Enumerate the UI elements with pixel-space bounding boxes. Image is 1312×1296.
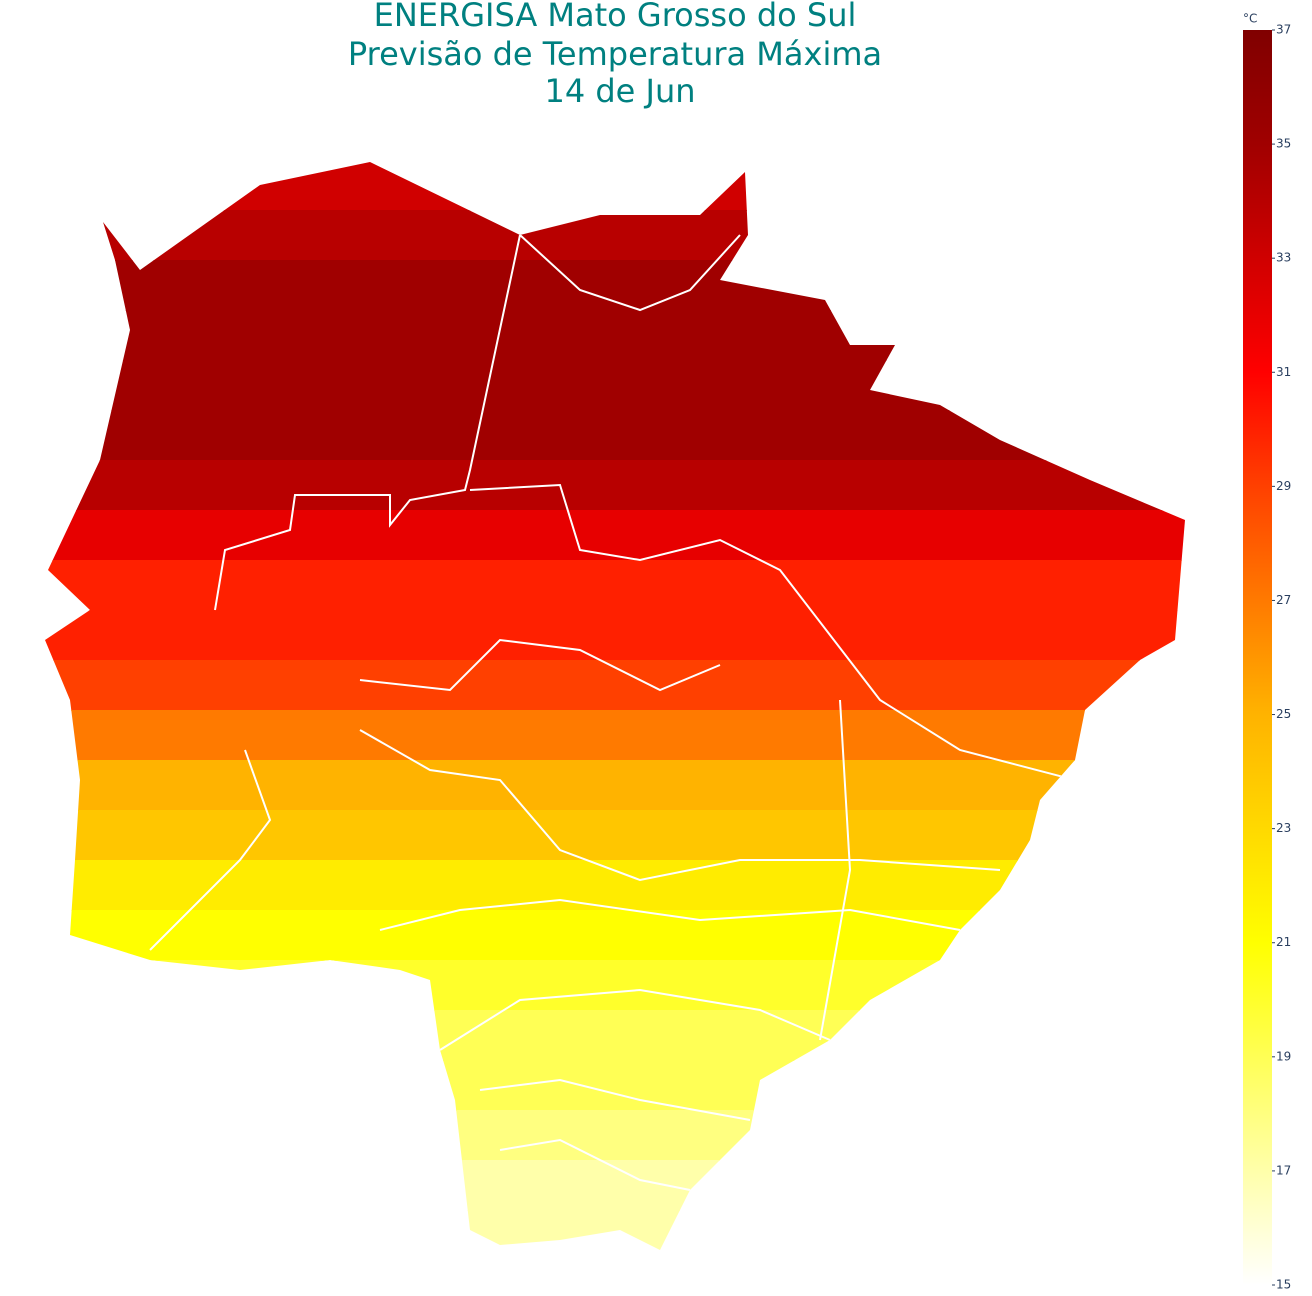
temperature-band: [45, 360, 1185, 411]
title-line: 14 de Jun: [544, 72, 695, 110]
temperature-band: [45, 810, 1185, 861]
municipal-borders: [149, 234, 1076, 1191]
temperature-band: [45, 210, 1185, 261]
colorbar-tick-label: 27: [1276, 593, 1291, 607]
colorbar-tick-label: 21: [1276, 935, 1291, 949]
colorbar-tick-label: 17: [1276, 1163, 1291, 1177]
temperature-band: [45, 1010, 1185, 1061]
colorbar-tick-label: 29: [1276, 479, 1291, 493]
colorbar-tick-label: 31: [1276, 365, 1291, 379]
temperature-band: [45, 410, 1185, 461]
colorbar-tick-label: 37: [1276, 23, 1291, 37]
title-line: Previsão de Temperatura Máxima: [348, 35, 882, 73]
border: [469, 483, 1076, 781]
border: [214, 234, 521, 611]
border: [359, 729, 1001, 882]
colorbar-title: °C: [1243, 12, 1257, 26]
temperature-band: [45, 1210, 1185, 1250]
colorbar-tick-label: 23: [1276, 821, 1291, 835]
temperature-band: [45, 310, 1185, 361]
title-line: ENERGISA Mato Grosso do Sul: [374, 0, 857, 34]
temperature-band: [45, 660, 1185, 711]
border: [379, 898, 961, 931]
border: [819, 699, 852, 1041]
border: [499, 1138, 691, 1191]
temperature-band: [45, 860, 1185, 911]
temperature-band: [45, 1160, 1185, 1211]
temperature-band: [45, 960, 1185, 1011]
temperature-band: [45, 760, 1185, 811]
colorbar: [1243, 30, 1272, 1285]
border: [359, 638, 721, 692]
border: [439, 988, 831, 1051]
colorbar-tick-label: 35: [1276, 137, 1291, 151]
temperature-band: [45, 560, 1185, 611]
temperature-band: [45, 460, 1185, 511]
border: [479, 1078, 751, 1121]
border: [519, 234, 741, 312]
temperature-band: [45, 910, 1185, 961]
temperature-band: [45, 1110, 1185, 1161]
colorbar-tick-label: 19: [1276, 1049, 1291, 1063]
temperature-band: [45, 162, 1185, 211]
temperature-band: [45, 1060, 1185, 1111]
colorbar-tick-label: 25: [1276, 707, 1291, 721]
colorbar-tick-label: 15: [1276, 1278, 1291, 1292]
colorbar-tick-label: 33: [1276, 251, 1291, 265]
temperature-band: [45, 610, 1185, 661]
border: [149, 749, 272, 951]
temperature-band: [45, 710, 1185, 761]
temperature-band: [45, 510, 1185, 561]
